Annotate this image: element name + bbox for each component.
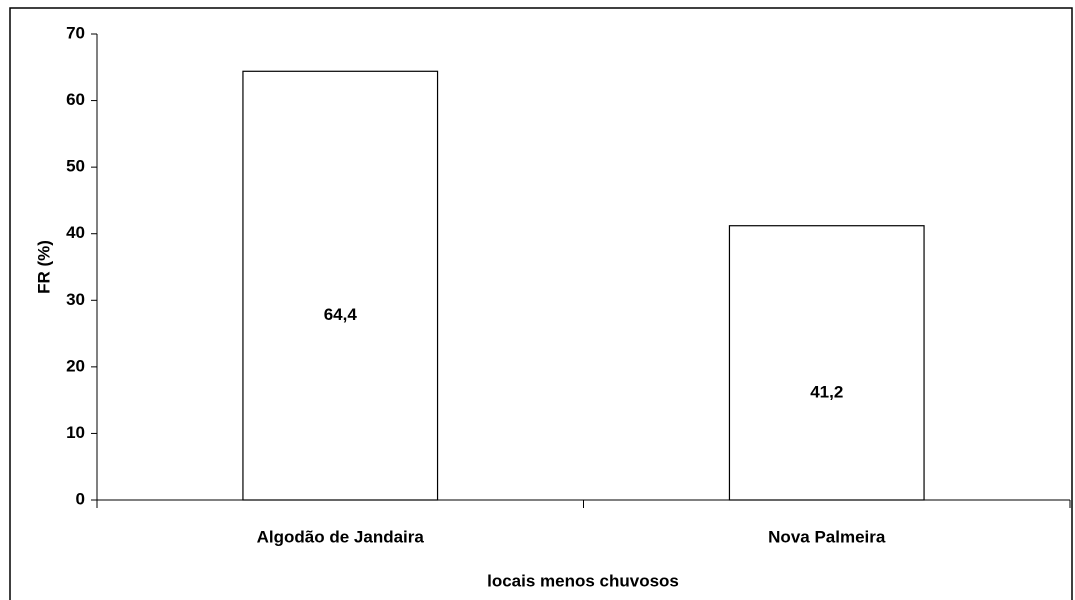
x-tick-label: Algodão de Jandaira <box>257 527 425 546</box>
bar <box>728 225 925 501</box>
y-axis-title: FR (%) <box>34 240 53 294</box>
y-tick-label: 30 <box>66 290 85 309</box>
y-tick-label: 0 <box>76 489 85 508</box>
bar <box>242 70 439 501</box>
y-tick-label: 70 <box>66 23 85 42</box>
value-label: 41,2 <box>810 382 843 401</box>
y-tick-label: 10 <box>66 423 85 442</box>
y-tick-label: 40 <box>66 223 85 242</box>
y-tick-label: 60 <box>66 90 85 109</box>
value-label: 64,4 <box>324 305 358 324</box>
y-tick-label: 50 <box>66 157 85 176</box>
x-tick-label: Nova Palmeira <box>768 527 886 546</box>
x-axis-title: locais menos chuvosos <box>487 571 679 590</box>
y-tick-label: 20 <box>66 356 85 375</box>
